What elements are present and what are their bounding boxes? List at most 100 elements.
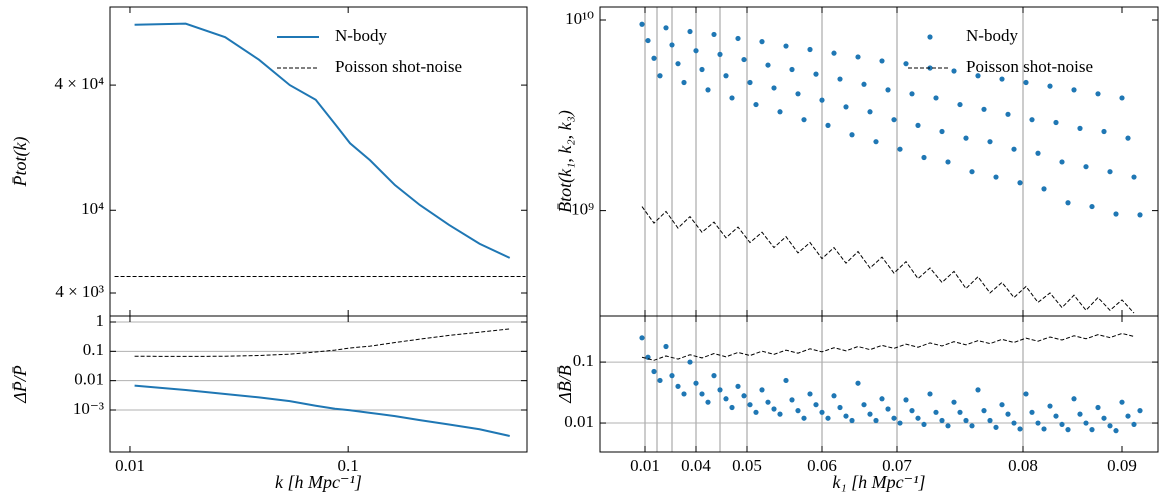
- point: [675, 61, 681, 67]
- y-tick-label: 0.1: [83, 340, 104, 359]
- point: [837, 76, 843, 82]
- point: [681, 79, 687, 86]
- point: [963, 417, 969, 424]
- point: [783, 43, 789, 49]
- point: [711, 31, 717, 38]
- point: [909, 91, 915, 97]
- point: [879, 396, 885, 402]
- point: [1125, 413, 1131, 419]
- point: [867, 109, 873, 115]
- line: [134, 384, 510, 437]
- point: [687, 359, 693, 365]
- point: [801, 415, 807, 421]
- point: [969, 169, 975, 175]
- point: [1005, 111, 1011, 117]
- point: [723, 396, 729, 402]
- point: [1041, 426, 1047, 432]
- x-axis-label: k [h Mpc⁻¹]: [275, 472, 362, 492]
- point: [915, 415, 921, 421]
- point: [1041, 186, 1047, 192]
- point: [855, 380, 861, 386]
- y-tick-label: 1: [96, 311, 105, 330]
- point: [753, 101, 759, 108]
- point: [777, 109, 783, 115]
- point: [651, 55, 657, 61]
- y-tick-label: 10⁹: [571, 200, 594, 219]
- point: [1095, 91, 1101, 97]
- point: [903, 397, 909, 403]
- point: [1035, 150, 1041, 156]
- legend-label: Poisson shot-noise: [966, 57, 1093, 76]
- point: [891, 415, 897, 421]
- point: [717, 387, 723, 393]
- point: [1053, 119, 1059, 126]
- point: [735, 35, 741, 42]
- point: [663, 343, 669, 350]
- x-tick-label: 0.09: [1107, 456, 1137, 475]
- point: [1131, 421, 1137, 428]
- x-tick-label: 0.05: [732, 456, 762, 475]
- point: [825, 415, 831, 421]
- point: [987, 417, 993, 424]
- point: [873, 139, 879, 145]
- point: [693, 48, 699, 54]
- point: [1071, 396, 1077, 402]
- point: [699, 66, 705, 73]
- point: [699, 391, 705, 397]
- point: [927, 391, 933, 397]
- frame: [109, 6, 528, 317]
- point: [981, 106, 987, 112]
- point: [897, 420, 903, 426]
- line: [134, 22, 511, 259]
- y-axis-label: B̄tot(k₁, k₂, k₃): [555, 110, 576, 213]
- y-tick-label: 4 × 10⁴: [54, 74, 104, 93]
- point: [885, 406, 891, 412]
- point: [1065, 427, 1071, 433]
- point: [1077, 125, 1083, 131]
- point: [957, 101, 963, 108]
- frame: [109, 315, 528, 453]
- point: [891, 117, 897, 123]
- point: [993, 424, 999, 430]
- point: [1101, 128, 1107, 135]
- point: [1137, 212, 1143, 218]
- point: [753, 409, 759, 415]
- x-tick-label: 0.04: [681, 456, 711, 475]
- x-tick-label: 0.08: [1008, 456, 1038, 475]
- y-tick-label: 10¹⁰: [565, 9, 594, 28]
- point: [1053, 413, 1059, 419]
- point: [705, 87, 711, 93]
- point: [843, 104, 849, 110]
- point: [801, 117, 807, 123]
- point: [639, 21, 645, 27]
- x-tick-label: 0.1: [338, 456, 359, 475]
- y-axis-label: ΔB̄/B̄: [555, 365, 575, 404]
- point: [1107, 423, 1113, 429]
- point: [1107, 169, 1113, 175]
- point: [813, 402, 819, 408]
- line: [641, 332, 1135, 361]
- point: [711, 373, 717, 379]
- point: [657, 377, 663, 384]
- point: [939, 128, 945, 135]
- point: [975, 387, 981, 393]
- point: [819, 409, 825, 415]
- y-tick-label: 10⁻³: [73, 399, 104, 418]
- point: [897, 146, 903, 152]
- point: [1119, 95, 1125, 101]
- point: [813, 71, 819, 77]
- point: [1065, 200, 1071, 206]
- point: [867, 411, 873, 417]
- point: [873, 417, 879, 424]
- point: [1095, 404, 1101, 411]
- legend-label: N-body: [335, 26, 387, 45]
- point: [1023, 391, 1029, 397]
- point: [1035, 420, 1041, 426]
- point: [993, 174, 999, 180]
- point: [1059, 159, 1065, 165]
- y-tick-label: 10⁴: [81, 199, 104, 218]
- y-tick-label: 0.01: [564, 412, 594, 431]
- point: [1059, 421, 1065, 428]
- point: [669, 373, 675, 379]
- point: [975, 73, 981, 79]
